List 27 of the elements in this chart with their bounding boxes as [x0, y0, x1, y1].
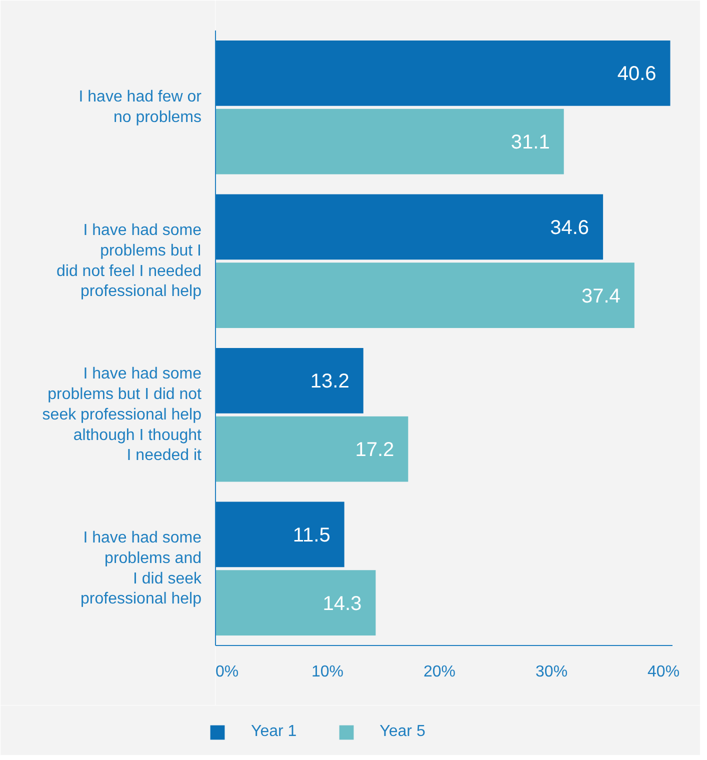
data-label: 17.2 [355, 439, 394, 462]
data-label: 31.1 [510, 132, 550, 154]
x-tick-label: 10% [312, 664, 344, 680]
bar [216, 40, 670, 106]
y-tick-label: I have had few or no problems [78, 88, 202, 126]
bar [216, 416, 408, 482]
legend-label: Year 5 [380, 723, 426, 741]
bar [216, 502, 344, 568]
x-tick-label: 30% [536, 664, 568, 680]
bar [216, 262, 634, 328]
x-tick-label: 40% [648, 664, 680, 680]
x-tick-label: 20% [424, 664, 456, 680]
x-tick-label: 0% [216, 664, 239, 680]
data-label: 11.5 [292, 524, 330, 546]
data-label: 40.6 [617, 63, 656, 86]
y-tick-label: I have had some problems but I did not seek professional help although I thought I needed it [42, 366, 202, 464]
data-label: 14.3 [322, 592, 362, 615]
data-label: 13.2 [310, 370, 350, 393]
data-label: 37.4 [581, 285, 620, 308]
bar [216, 194, 604, 260]
y-tick-label: I have had some problems but I did not feel I needed professional help [56, 222, 202, 300]
data-label: 34.6 [550, 216, 590, 239]
bar [216, 348, 364, 414]
bar [216, 108, 564, 174]
bar [216, 570, 376, 636]
legend-label: Year 1 [251, 723, 297, 741]
y-tick-label: I have had some problems and I did seek professional help [80, 530, 202, 608]
